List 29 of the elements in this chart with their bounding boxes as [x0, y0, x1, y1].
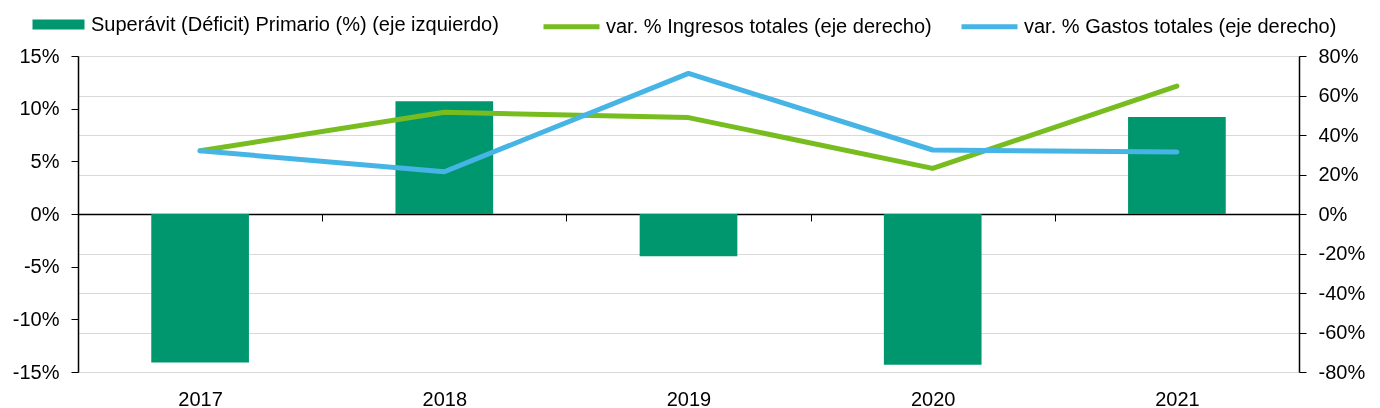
legend-label: Superávit (Déficit) Primario (%) (eje izquierdo): [91, 12, 499, 35]
x-tick-label: 2020: [910, 387, 956, 408]
y-tick-label: 0%: [30, 202, 60, 225]
y-tick-label: 5%: [30, 149, 60, 172]
legend-label: var. % Gastos totales (eje derecho): [1024, 14, 1337, 37]
y-tick-label: 10%: [19, 97, 60, 120]
bar: [151, 214, 249, 363]
y2-tick-label: -20%: [1318, 242, 1366, 264]
bar: [395, 101, 494, 214]
x-tick-label: 2017: [178, 387, 223, 408]
y2-tick-label: 80%: [1318, 44, 1359, 67]
y2-tick-label: 60%: [1318, 84, 1359, 106]
legend-label: var. % Ingresos totales (eje derecho): [606, 14, 932, 37]
bar: [1128, 117, 1226, 214]
x-tick-label: 2021: [1155, 387, 1200, 408]
y2-tick-label: 40%: [1318, 123, 1359, 146]
y2-tick-label: 20%: [1318, 163, 1359, 185]
x-tick-label: 2018: [422, 387, 468, 408]
y2-tick-label: -40%: [1318, 281, 1366, 304]
bar: [883, 214, 982, 365]
y-tick-label: -5%: [23, 255, 60, 278]
y-tick-label: -15%: [12, 360, 60, 383]
y2-tick-label: -60%: [1318, 321, 1366, 343]
y2-tick-label: 0%: [1318, 202, 1348, 225]
x-tick-label: 2019: [666, 387, 712, 408]
y-tick-label: -10%: [12, 307, 60, 330]
y2-tick-label: -80%: [1318, 360, 1366, 383]
bar: [639, 214, 738, 257]
y-tick-label: 15%: [19, 44, 60, 67]
